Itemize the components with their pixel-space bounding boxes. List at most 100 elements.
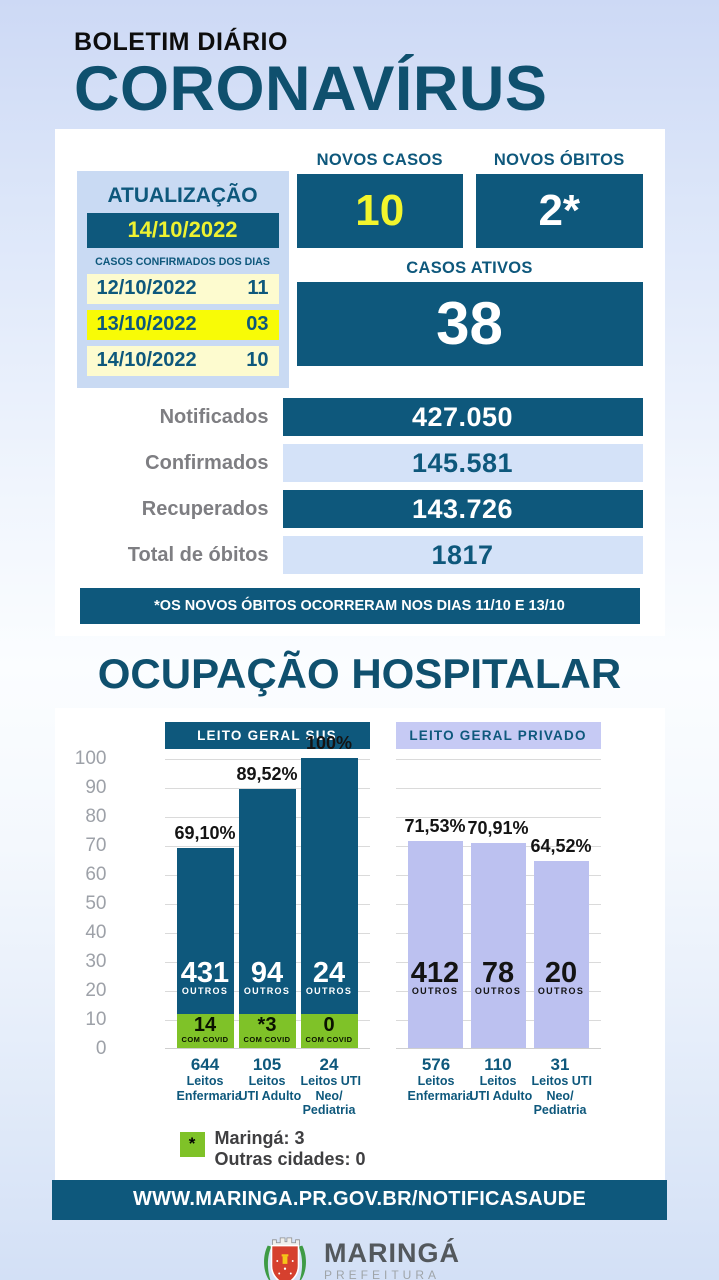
outros-number: 412 [410,957,460,990]
com-covid-caption: COM COVID [181,1035,229,1045]
day-count: 11 [247,277,269,300]
active-cases-label: CASOS ATIVOS [406,259,533,278]
category-line: Enfermaria [407,1088,473,1103]
confirmed-days-subtitle: CASOS CONFIRMADOS DOS DIAS [95,256,270,269]
bar-category-label: 110 Leitos UTI Adulto [469,1055,533,1118]
category-line: Leitos [479,1074,517,1089]
com-covid-caption: COM COVID [305,1035,353,1045]
total-beds: 24 [319,1055,339,1075]
occupancy-bar: 89,52% 94 OUTROS *3 COM COVID [236,764,298,1049]
confirmed-day-row: 13/10/2022 03 [86,310,279,341]
new-deaths-label: NOVOS ÓBITOS [493,151,625,170]
outros-caption: OUTROS [243,986,291,997]
outros-caption: OUTROS [305,986,353,997]
category-line: UTI Adulto [469,1088,533,1103]
occupancy-percent-label: 64,52% [530,836,592,857]
outros-number: 94 [250,957,284,990]
bar-chart: 0 10 20 30 40 50 60 70 80 90 100 69,10% 431 OUTROS 14… [55,733,665,1118]
outros-caption: OUTROS [474,986,522,997]
outros-number: 431 [180,957,230,990]
category-line: Neo/ [315,1088,343,1103]
category-line: Leitos [248,1074,286,1089]
active-cases-counter: CASOS ATIVOS 38 [296,259,643,367]
website-url: WWW.MARINGA.PR.GOV.BR/NOTIFICASAUDE [52,1179,667,1220]
outros-number: 78 [481,957,515,990]
brand-subtitle: PREFEITURA [324,1267,441,1280]
total-beds: 31 [550,1055,570,1075]
stat-value: 427.050 [282,398,643,437]
chart-group-privado: 71,53% 412 OUTROS 70,91% 78 OUTROS 64,52% 20 OUT… [395,759,601,1118]
outros-caption: OUTROS [411,986,459,997]
y-tick-label: 30 [85,951,107,973]
y-tick-label: 50 [85,893,107,915]
occupancy-bar: 100% 24 OUTROS 0 COM COVID [300,733,358,1049]
outros-number: 20 [544,957,578,990]
new-cases-counter: NOVOS CASOS 10 [296,151,463,249]
city-brand: MARINGÁ PREFEITURA [0,1220,719,1280]
totals-table: Notificados 427.050 Confirmados 145.581 … [77,398,643,575]
com-covid-number: *3 [257,1014,277,1037]
y-tick-label: 60 [85,864,107,886]
com-covid-caption: COM COVID [243,1035,291,1045]
day-date: 12/10/2022 [96,277,197,300]
outros-count: 412 OUTROS [408,957,463,997]
page-title: CORONAVÍRUS [74,54,548,124]
bar-category-label: 31 Leitos UTI Neo/Pediatria [531,1055,592,1118]
bar-category-label: 644 Leitos Enfermaria [176,1055,242,1118]
stat-label: Confirmados [145,451,269,474]
outros-count: 24 OUTROS [301,957,358,997]
summary-card: ATUALIZAÇÃO 14/10/2022 CASOS CONFIRMADOS… [54,129,665,637]
table-row: Total de óbitos 1817 [77,536,643,575]
com-covid-segment: 0 COM COVID [300,1014,358,1049]
hospital-chart-card: LEITO GERAL SUS LEITO GERAL PRIVADO 0 10 2… [54,708,665,1180]
y-tick-label: 70 [85,835,107,857]
confirmed-day-row: 12/10/2022 11 [86,274,279,305]
com-covid-segment: 14 COM COVID [176,1014,234,1049]
occupancy-bar: 71,53% 412 OUTROS [404,816,466,1049]
com-covid-segment: *3 COM COVID [238,1014,296,1049]
outros-count: 78 OUTROS [471,957,526,997]
occupancy-percent-label: 71,53% [404,815,466,836]
y-tick-label: 90 [85,777,107,799]
bulletin-kicker: BOLETIM DIÁRIO [74,28,288,56]
update-date: 14/10/2022 [86,213,279,249]
brand-name: MARINGÁ [324,1237,460,1268]
bar-category-label: 576 Leitos Enfermaria [407,1055,473,1118]
outros-count: 20 OUTROS [534,957,589,997]
y-tick-label: 80 [85,806,107,828]
new-deaths-value: 2* [476,174,643,249]
category-line: Pediatria [533,1103,587,1118]
stat-value: 1817 [282,536,643,575]
table-row: Notificados 427.050 [77,398,643,437]
chart-group-sus: 69,10% 431 OUTROS 14 COM COVID 89,52% 94 OUTROS… [164,733,370,1118]
category-line: Leitos [186,1074,224,1089]
maringa-coat-of-arms [264,1237,306,1280]
outros-number: 24 [312,957,346,990]
total-beds: 110 [484,1055,512,1075]
occupancy-bar: 64,52% 20 OUTROS [530,836,592,1049]
stat-label: Total de óbitos [127,543,269,566]
y-tick-label: 100 [74,748,107,770]
y-tick-label: 20 [85,980,107,1002]
table-row: Confirmados 145.581 [77,444,643,483]
day-date: 14/10/2022 [96,349,197,372]
active-cases-value: 38 [296,282,643,367]
hospital-section-title: OCUPAÇÃO HOSPITALAR [97,650,622,698]
bar-category-label: 105 Leitos UTI Adulto [239,1055,302,1118]
y-tick-label: 10 [85,1009,107,1031]
asterisk-icon: * [179,1131,205,1157]
legend-sus: LEITO GERAL SUS [164,722,370,750]
x-axis-labels-privado: 576 Leitos Enfermaria 110 Leitos UTI Adulto 31… [396,1049,601,1118]
legend-privado: LEITO GERAL PRIVADO [395,722,601,750]
outros-caption: OUTROS [181,986,229,997]
occupancy-percent-label: 100% [305,733,353,754]
new-deaths-counter: NOVOS ÓBITOS 2* [476,151,643,249]
day-count: 03 [246,313,269,336]
category-line: Enfermaria [176,1088,242,1103]
category-line: Leitos UTI [531,1074,592,1089]
total-beds: 576 [421,1055,451,1075]
category-line: Neo/ [546,1088,574,1103]
plot-area-sus: 69,10% 431 OUTROS 14 COM COVID 89,52% 94 OUTROS… [164,733,370,1050]
x-axis-labels-sus: 644 Leitos Enfermaria 105 Leitos UTI Adulto 24… [165,1049,370,1118]
occupancy-bar: 69,10% 431 OUTROS 14 COM COVID [174,823,236,1049]
